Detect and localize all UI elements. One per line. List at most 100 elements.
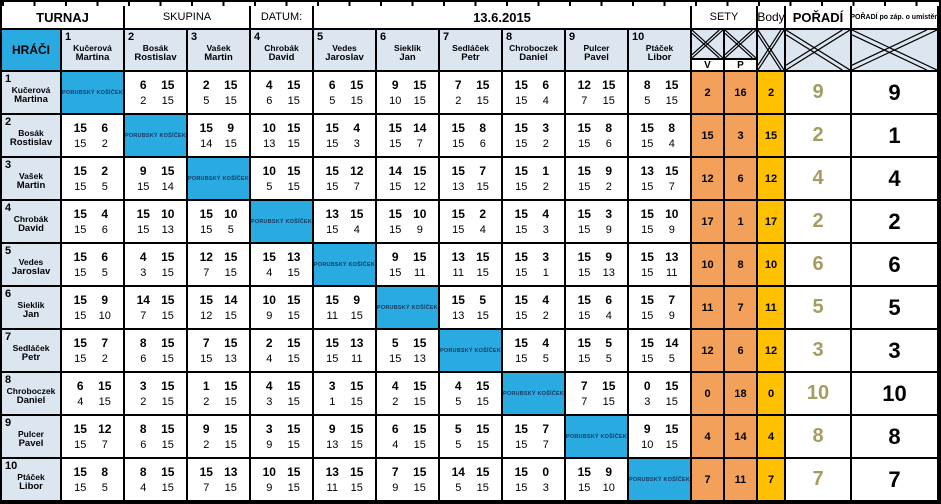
score-for: 15 — [73, 421, 87, 436]
score-for: 15 — [451, 163, 465, 178]
score-against: 15 — [161, 249, 175, 264]
score-cell-p6-vs-10: 15 7 15 9 — [629, 287, 692, 330]
score-against: 1 — [542, 163, 550, 178]
score-against: 15 — [476, 249, 490, 264]
score-against: 8 — [101, 464, 109, 479]
body-value: 10 — [758, 244, 786, 287]
score-for: 2 — [203, 439, 210, 452]
score-for: 8 — [139, 335, 147, 350]
set-1-score: 15 14 — [635, 336, 684, 350]
score-for: 15 — [578, 181, 591, 194]
cross-lines-icon — [786, 30, 850, 70]
score-cell-p10-vs-8: 15 0 15 3 — [503, 459, 566, 502]
score-against: 15 — [287, 95, 300, 108]
poradi-final-value: 1 — [852, 115, 939, 158]
score-against: 15 — [161, 396, 174, 409]
set-1-score: 15 12 — [68, 422, 117, 436]
score-against: 12 — [413, 181, 426, 194]
player-firstname: Libor — [19, 481, 43, 493]
set-2-score: 15 6 — [572, 138, 621, 150]
set-2-score: 15 6 — [446, 138, 495, 150]
player-firstname: Rostislav — [134, 52, 177, 64]
set-1-score: 15 9 — [194, 121, 243, 135]
poradi-final-value: 9 — [852, 72, 939, 115]
score-for: 15 — [199, 206, 213, 221]
score-against: 4 — [353, 224, 360, 237]
score-for: 10 — [262, 163, 276, 178]
score-cell-p7-vs-5: 15 13 15 11 — [314, 330, 377, 373]
diagonal-cell: PORUBSKÝ KOŠÍČEK — [62, 72, 125, 115]
score-against: 12 — [98, 421, 112, 436]
player-firstname: Jan — [399, 52, 416, 64]
score-for: 15 — [578, 267, 591, 280]
set-2-score: 15 3 — [509, 224, 558, 236]
score-against: 15 — [413, 464, 427, 479]
poradi-cross-cell — [786, 30, 852, 72]
set-1-score: 6 15 — [383, 422, 432, 436]
set-1-score: 15 2 — [446, 207, 495, 221]
score-for: 15 — [74, 181, 87, 194]
set-1-score: 14 15 — [131, 293, 180, 307]
set-1-score: 15 6 — [509, 78, 558, 92]
player-firstname: Libor — [647, 52, 672, 64]
score-for: 15 — [73, 292, 87, 307]
score-for: 7 — [454, 77, 462, 92]
sety-v-value: 4 — [692, 416, 725, 459]
score-cell-p3-vs-10: 13 15 15 7 — [629, 158, 692, 201]
set-1-score: 15 6 — [572, 293, 621, 307]
player-surname: Vedes — [332, 42, 357, 53]
score-against: 13 — [224, 353, 237, 366]
player-firstname: Petr — [461, 52, 480, 64]
set-1-score: 12 15 — [572, 78, 621, 92]
set-2-score: 15 3 — [320, 138, 369, 150]
score-for: 15 — [326, 181, 339, 194]
score-against: 15 — [350, 206, 364, 221]
score-against: 15 — [476, 439, 489, 452]
score-against: 15 — [224, 482, 237, 495]
player-firstname: Daniel — [16, 395, 46, 407]
score-against: 15 — [476, 396, 489, 409]
score-against: 5 — [101, 267, 108, 280]
score-against: 9 — [227, 120, 235, 135]
player-firstname: David — [268, 52, 295, 64]
score-against: 3 — [542, 120, 550, 135]
player-surname: Chrobák — [13, 213, 49, 224]
set-1-score: 7 15 — [383, 465, 432, 479]
score-against: 15 — [602, 378, 616, 393]
score-for: 15 — [325, 335, 339, 350]
score-for: 14 — [388, 163, 402, 178]
set-1-score: 15 7 — [635, 293, 684, 307]
score-cell-p7-vs-4: 2 15 4 15 — [251, 330, 314, 373]
score-for: 5 — [203, 95, 210, 108]
poradi-final-value: 3 — [852, 330, 939, 373]
score-cell-p4-vs-5: 13 15 15 4 — [314, 201, 377, 244]
score-against: 15 — [287, 421, 301, 436]
set-2-score: 3 15 — [257, 396, 306, 408]
player-surname: Chroboczek — [509, 42, 558, 53]
score-against: 6 — [605, 138, 612, 151]
sety-p-label: P — [725, 60, 758, 72]
diagonal-cell: PORUBSKÝ KOŠÍČEK — [314, 244, 377, 287]
score-for: 15 — [199, 292, 213, 307]
set-1-score: 6 15 — [68, 379, 117, 393]
set-2-score: 13 15 — [257, 138, 306, 150]
set-1-score: 15 9 — [572, 164, 621, 178]
set-1-score: 15 7 — [68, 336, 117, 350]
score-cell-p9-vs-7: 5 15 5 15 — [440, 416, 503, 459]
score-for: 12 — [199, 249, 213, 264]
set-1-score: 15 6 — [68, 250, 117, 264]
set-1-score: 4 15 — [257, 78, 306, 92]
score-against: 14 — [161, 181, 174, 194]
set-1-score: 15 8 — [635, 121, 684, 135]
score-against: 15 — [98, 396, 111, 409]
score-cell-p5-vs-7: 13 15 11 15 — [440, 244, 503, 287]
score-for: 15 — [515, 138, 528, 151]
set-2-score: 7 15 — [572, 95, 621, 107]
score-for: 2 — [203, 396, 210, 409]
col-header-player-8: 8 Chroboczek Daniel — [503, 30, 566, 72]
score-for: 9 — [391, 249, 399, 264]
score-for: 15 — [578, 353, 591, 366]
player-surname: Ptáček — [17, 471, 45, 482]
score-for: 15 — [641, 224, 654, 237]
set-1-score: 15 3 — [509, 121, 558, 135]
